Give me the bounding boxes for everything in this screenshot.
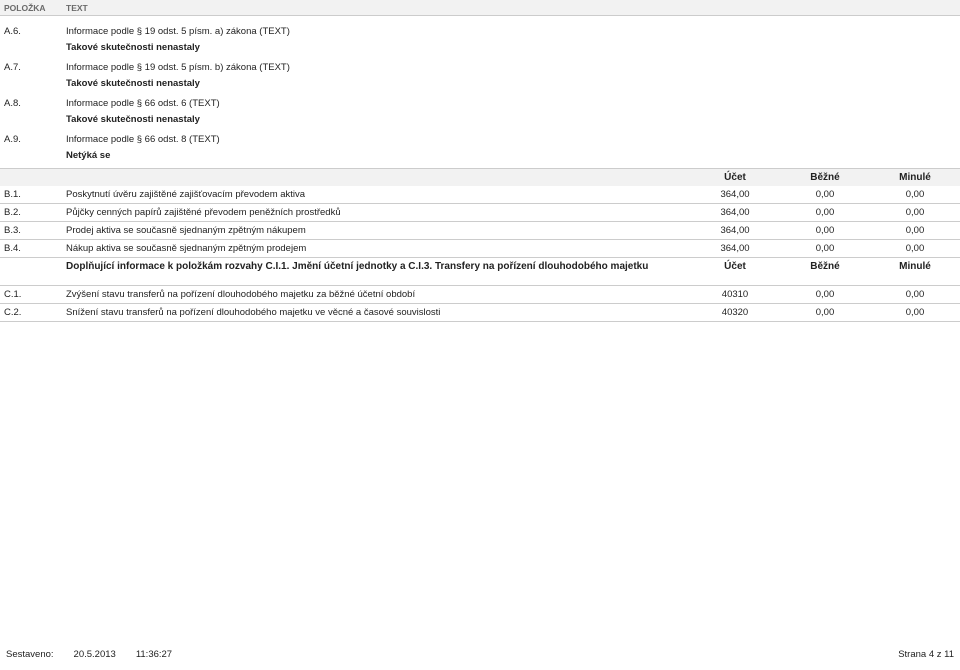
- page-root: POLOŽKA TEXT A.6. Informace podle § 19 o…: [0, 0, 960, 670]
- col-bezne: Běžné: [780, 172, 870, 183]
- row-a7-note: Takové skutečnosti nenastaly: [0, 76, 960, 96]
- row-desc: Informace podle § 66 odst. 6 (TEXT): [66, 98, 960, 109]
- row-desc: Poskytnutí úvěru zajištěné zajišťovacím …: [66, 189, 690, 200]
- header-polozka: POLOŽKA: [0, 3, 66, 13]
- row-code: B.2.: [0, 207, 66, 218]
- col-minule: Minulé: [870, 261, 960, 272]
- val-minule: 0,00: [870, 307, 960, 318]
- row-note: Takové skutečnosti nenastaly: [66, 114, 960, 129]
- row-desc: Prodej aktiva se současně sjednaným zpět…: [66, 225, 690, 236]
- footer-date: 20.5.2013: [74, 649, 116, 660]
- val-ucet: 364,00: [690, 189, 780, 200]
- table-header-row: POLOŽKA TEXT: [0, 0, 960, 16]
- val-ucet: 364,00: [690, 243, 780, 254]
- row-desc: Informace podle § 19 odst. 5 písm. a) zá…: [66, 26, 960, 37]
- row-code: B.4.: [0, 243, 66, 254]
- row-b3: B.3. Prodej aktiva se současně sjednaným…: [0, 222, 960, 240]
- row-desc: Nákup aktiva se současně sjednaným zpětn…: [66, 243, 690, 254]
- row-a9-note: Netýká se: [0, 148, 960, 168]
- row-desc: Zvýšení stavu transferů na pořízení dlou…: [66, 289, 690, 300]
- row-code: A.6.: [0, 26, 66, 37]
- val-ucet: 364,00: [690, 207, 780, 218]
- row-a6: A.6. Informace podle § 19 odst. 5 písm. …: [0, 24, 960, 40]
- row-a6-note: Takové skutečnosti nenastaly: [0, 40, 960, 60]
- row-code: B.1.: [0, 189, 66, 200]
- header-text: TEXT: [66, 3, 88, 13]
- val-bezne: 0,00: [780, 189, 870, 200]
- val-minule: 0,00: [870, 225, 960, 236]
- row-desc: Snížení stavu transferů na pořízení dlou…: [66, 307, 690, 318]
- row-a7: A.7. Informace podle § 19 odst. 5 písm. …: [0, 60, 960, 76]
- row-code: A.9.: [0, 134, 66, 145]
- section-a: A.6. Informace podle § 19 odst. 5 písm. …: [0, 16, 960, 168]
- row-code: A.8.: [0, 98, 66, 109]
- col-bezne: Běžné: [780, 261, 870, 272]
- c-header-title: Doplňující informace k položkám rozvahy …: [66, 261, 690, 274]
- row-note: Takové skutečnosti nenastaly: [66, 78, 960, 93]
- section-b-header: Účet Běžné Minulé: [0, 168, 960, 186]
- row-code: C.1.: [0, 289, 66, 300]
- col-minule: Minulé: [870, 172, 960, 183]
- val-minule: 0,00: [870, 207, 960, 218]
- val-bezne: 0,00: [780, 207, 870, 218]
- row-code: A.7.: [0, 62, 66, 73]
- row-a9: A.9. Informace podle § 66 odst. 8 (TEXT): [0, 132, 960, 148]
- val-minule: 0,00: [870, 243, 960, 254]
- val-minule: 0,00: [870, 189, 960, 200]
- row-b2: B.2. Půjčky cenných papírů zajištěné pře…: [0, 204, 960, 222]
- row-desc: Informace podle § 66 odst. 8 (TEXT): [66, 134, 960, 145]
- row-c1: C.1. Zvýšení stavu transferů na pořízení…: [0, 286, 960, 304]
- footer-page: Strana 4 z 11: [898, 649, 954, 660]
- row-a8-note: Takové skutečnosti nenastaly: [0, 112, 960, 132]
- val-ucet: 40310: [690, 289, 780, 300]
- row-c2: C.2. Snížení stavu transferů na pořízení…: [0, 304, 960, 322]
- page-footer: Sestaveno: 20.5.2013 11:36:27 Strana 4 z…: [0, 649, 960, 660]
- row-a8: A.8. Informace podle § 66 odst. 6 (TEXT): [0, 96, 960, 112]
- footer-label: Sestaveno:: [6, 649, 54, 660]
- row-desc: Půjčky cenných papírů zajištěné převodem…: [66, 207, 690, 218]
- row-code: C.2.: [0, 307, 66, 318]
- row-desc: Informace podle § 19 odst. 5 písm. b) zá…: [66, 62, 960, 73]
- row-note: Takové skutečnosti nenastaly: [66, 42, 960, 57]
- row-code: B.3.: [0, 225, 66, 236]
- row-b4: B.4. Nákup aktiva se současně sjednaným …: [0, 240, 960, 258]
- col-ucet: Účet: [690, 261, 780, 272]
- val-ucet: 364,00: [690, 225, 780, 236]
- val-ucet: 40320: [690, 307, 780, 318]
- section-c-header: Doplňující informace k položkám rozvahy …: [0, 258, 960, 286]
- val-bezne: 0,00: [780, 243, 870, 254]
- val-bezne: 0,00: [780, 307, 870, 318]
- row-b1: B.1. Poskytnutí úvěru zajištěné zajišťov…: [0, 186, 960, 204]
- footer-time: 11:36:27: [136, 649, 172, 660]
- col-ucet: Účet: [690, 172, 780, 183]
- row-note: Netýká se: [66, 150, 960, 165]
- val-bezne: 0,00: [780, 225, 870, 236]
- val-bezne: 0,00: [780, 289, 870, 300]
- val-minule: 0,00: [870, 289, 960, 300]
